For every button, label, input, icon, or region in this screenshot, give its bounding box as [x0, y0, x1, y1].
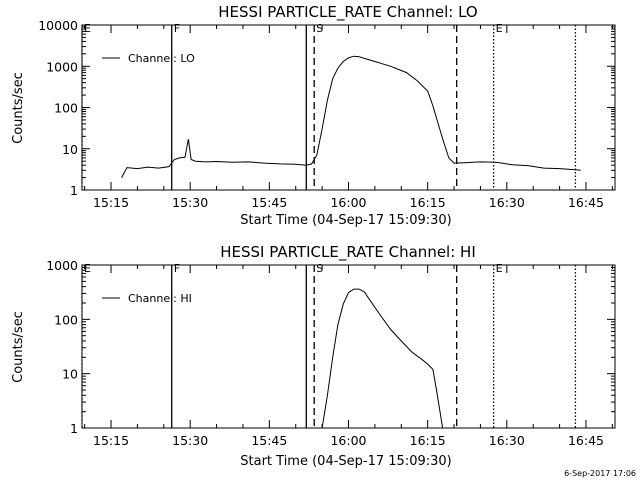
event-marker-label: F — [174, 262, 180, 275]
x-tick-label: 15:15 — [93, 433, 129, 448]
plot-frame — [81, 24, 616, 191]
x-tick-label: 16:15 — [410, 433, 446, 448]
y-axis-label: Counts/sec — [11, 311, 26, 383]
x-tick-label: 15:45 — [251, 433, 287, 448]
event-marker-label: E — [496, 22, 503, 35]
event-marker-label: E — [84, 262, 91, 275]
event-marker-label: S — [316, 22, 323, 35]
x-tick-label: 16:15 — [410, 195, 446, 210]
legend-entry: Channel: LO — [128, 52, 195, 65]
x-tick-label: 15:15 — [93, 195, 129, 210]
x-tick-label: 15:30 — [172, 433, 208, 448]
x-tick-label: 16:45 — [568, 195, 604, 210]
series-line — [121, 55, 581, 178]
y-tick-label: 1 — [70, 421, 78, 436]
y-tick-label: 10000 — [38, 18, 78, 33]
y-tick-label: 1000 — [46, 59, 78, 74]
timestamp: 6-Sep-2017 17:06 — [564, 469, 636, 478]
legend-entry: Channel: HI — [128, 292, 192, 305]
plot-frame — [81, 264, 616, 429]
y-tick-label: 100 — [54, 101, 78, 116]
event-marker-label: F — [174, 22, 180, 35]
y-tick-label: 10 — [62, 367, 78, 382]
y-tick-label: 1 — [70, 183, 78, 198]
x-tick-label: 15:30 — [172, 195, 208, 210]
chart-title: HESSI PARTICLE_RATE Channel: HI — [220, 243, 476, 262]
event-marker-label: E — [84, 22, 91, 35]
event-marker-label: E — [496, 262, 503, 275]
x-tick-label: 16:00 — [330, 195, 366, 210]
y-tick-label: 10 — [62, 142, 78, 157]
x-tick-label: 16:30 — [489, 195, 525, 210]
x-tick-label: 15:45 — [251, 195, 287, 210]
y-tick-label: 1000 — [46, 258, 78, 273]
x-tick-label: 16:00 — [330, 433, 366, 448]
chart-panel-hi: HESSI PARTICLE_RATE Channel: HI 15:15 15:… — [11, 243, 616, 469]
y-axis-label: Counts/sec — [11, 72, 26, 144]
chart-title: HESSI PARTICLE_RATE Channel: LO — [218, 3, 477, 22]
series-line — [321, 288, 444, 429]
chart-panel-lo: HESSI PARTICLE_RATE Channel: LO 15:15 15:… — [11, 3, 616, 228]
event-marker-label: S — [316, 262, 323, 275]
x-axis-label: Start Time (04-Sep-17 15:09:30) — [240, 213, 451, 228]
y-tick-label: 100 — [54, 312, 78, 327]
x-tick-label: 16:30 — [489, 433, 525, 448]
x-tick-label: 16:45 — [568, 433, 604, 448]
x-axis-label: Start Time (04-Sep-17 15:09:30) — [240, 454, 451, 469]
